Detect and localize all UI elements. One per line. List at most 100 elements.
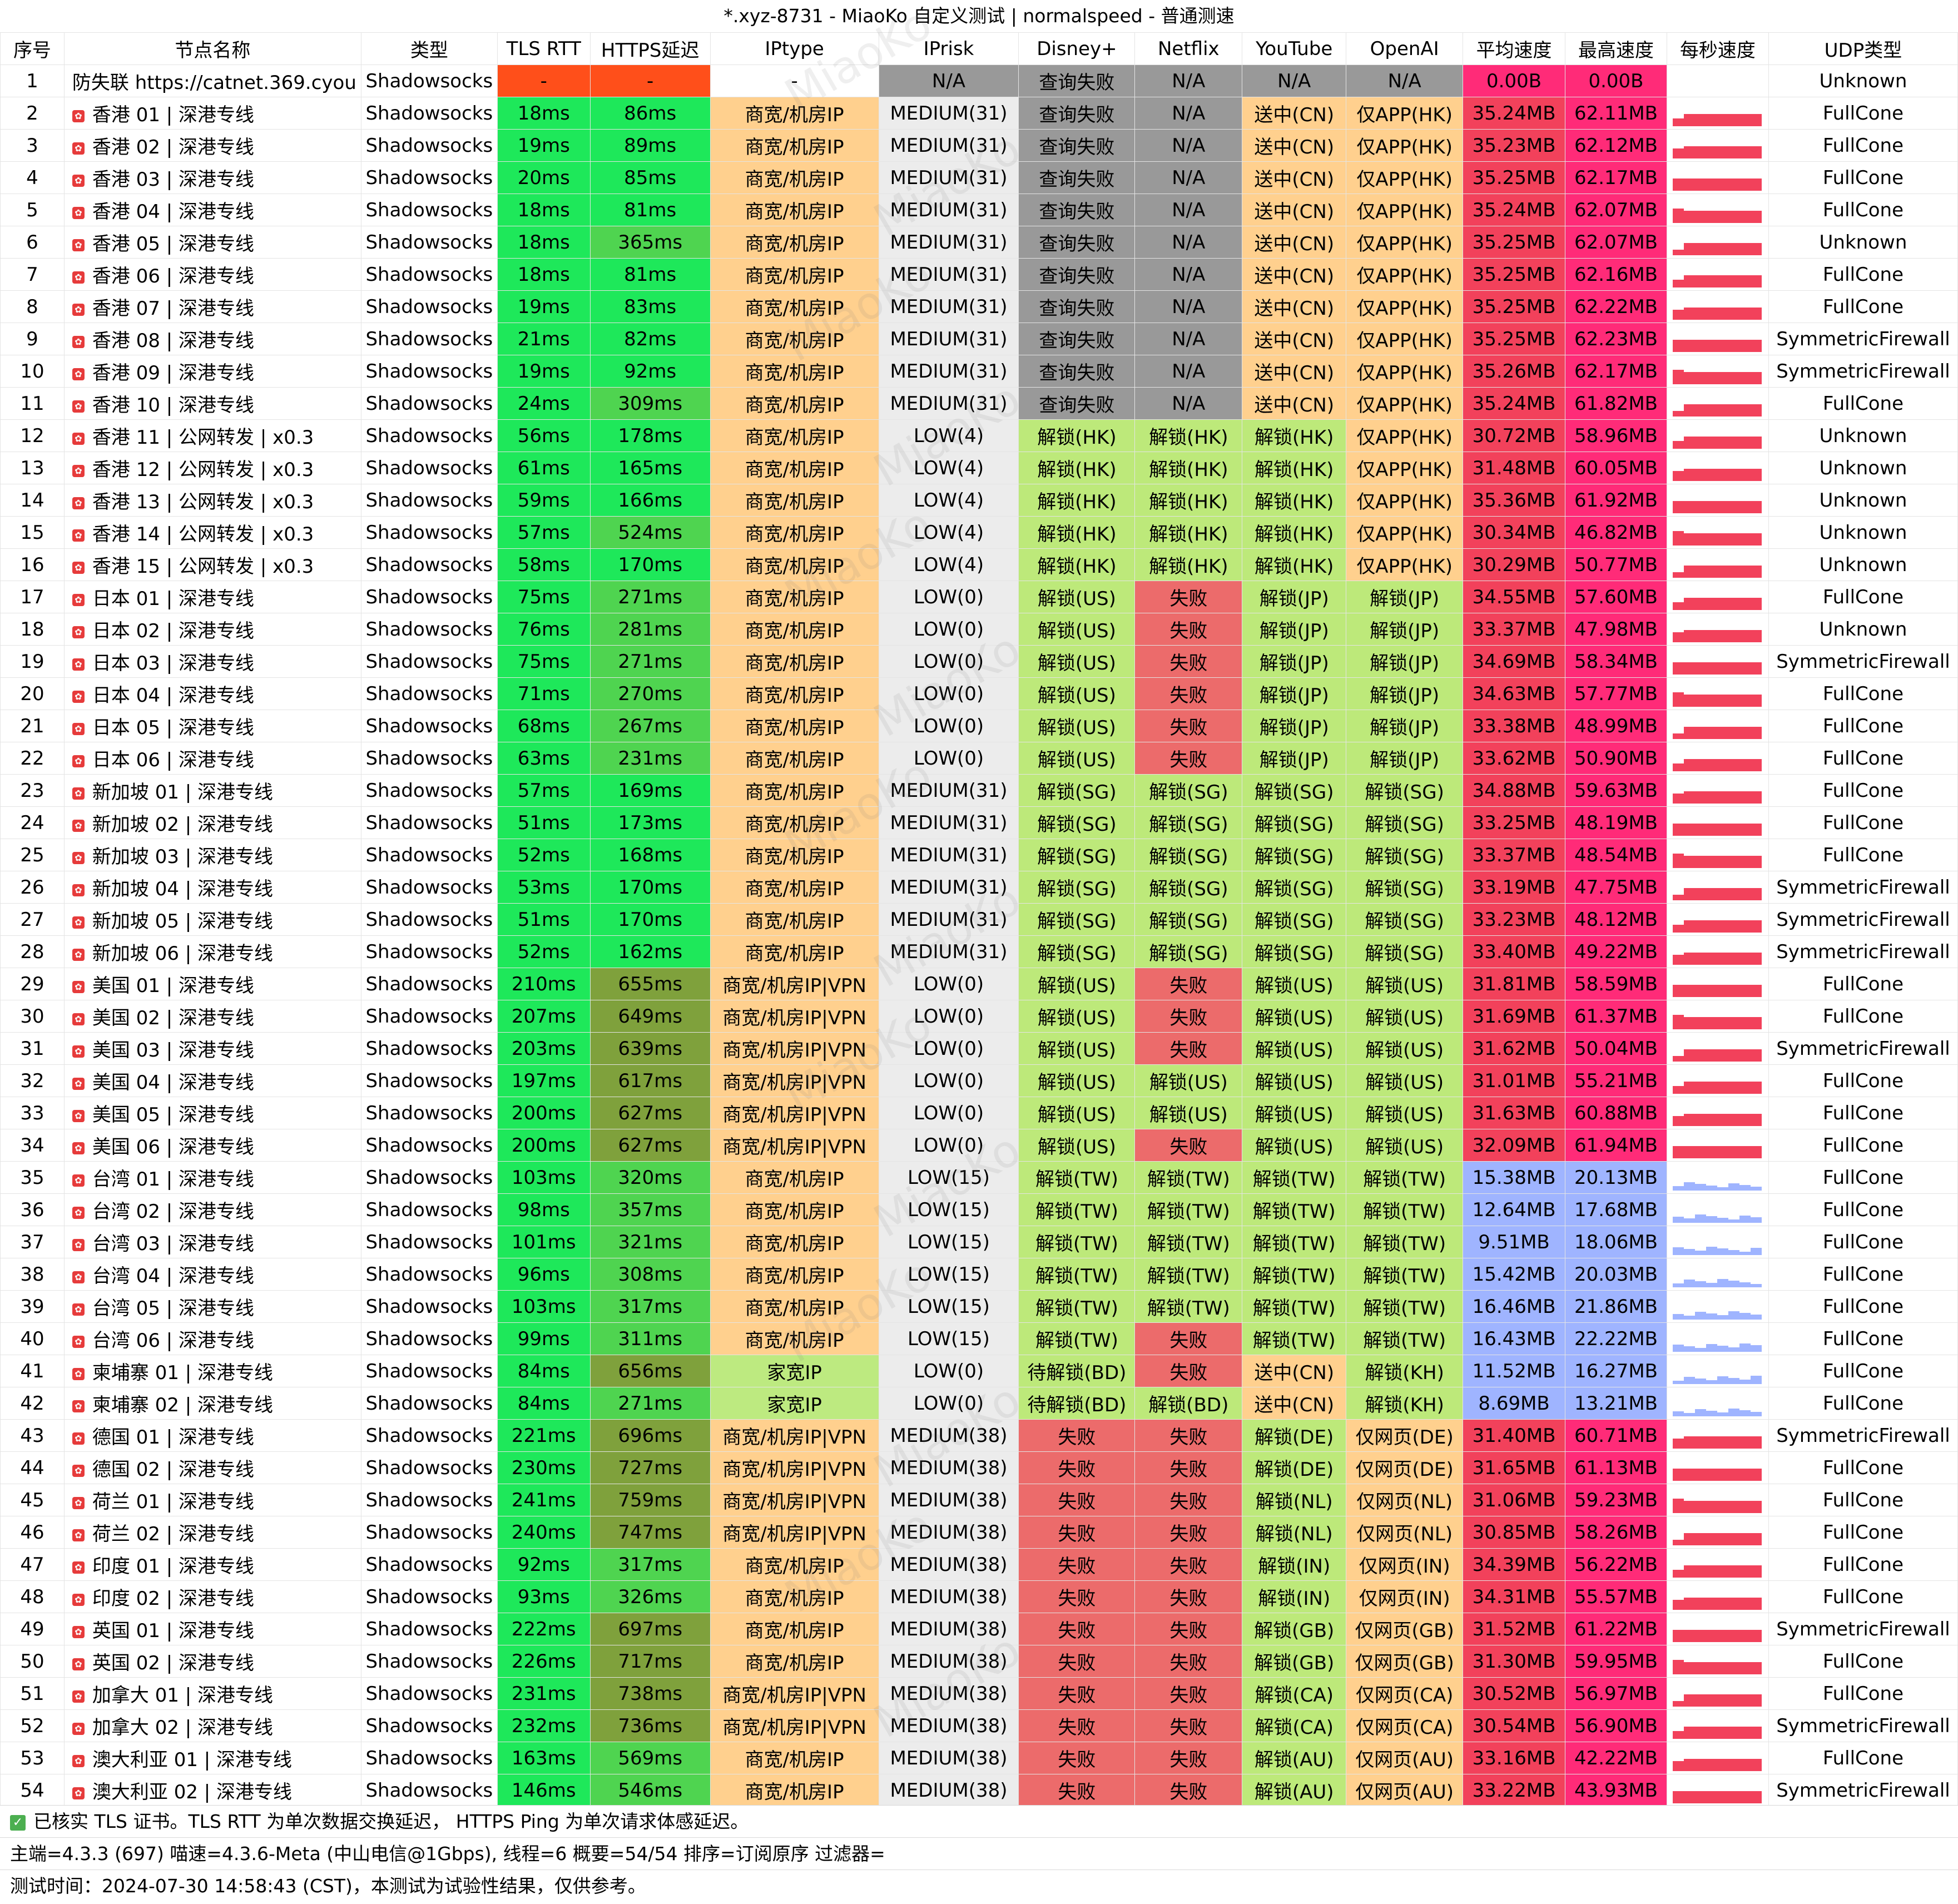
header-youtube[interactable]: YouTube [1242,32,1347,65]
sparkline-bar [1750,1217,1762,1223]
table-row[interactable]: 25 ✿ 新加坡 03 | 深港专线 Shadowsocks 52ms 168ms 商宽/机… [0,839,1958,871]
table-row[interactable]: 29 ✿ 美国 01 | 深港专线 Shadowsocks 210ms 655ms 商宽/机… [0,968,1958,1000]
table-row[interactable]: 2 ✿ 香港 01 | 深港专线 Shadowsocks 18ms 86ms 商宽/机房IP… [0,97,1958,130]
table-row[interactable]: 23 ✿ 新加坡 01 | 深港专线 Shadowsocks 57ms 169ms 商宽/机… [0,774,1958,807]
header-per-second-speed[interactable]: 每秒速度 [1666,32,1769,65]
cell-type: Shadowsocks [360,1032,498,1065]
table-row[interactable]: 8 ✿ 香港 07 | 深港专线 Shadowsocks 19ms 83ms 商宽/机房IP… [0,290,1958,323]
table-row[interactable]: 48 ✿ 印度 02 | 深港专线 Shadowsocks 93ms 326ms 商宽/机房… [0,1580,1958,1613]
table-row[interactable]: 18 ✿ 日本 02 | 深港专线 Shadowsocks 76ms 281ms 商宽/机房… [0,613,1958,646]
sparkline-bar [1694,1146,1706,1158]
sparkline-bar [1728,210,1739,223]
table-row[interactable]: 20 ✿ 日本 04 | 深港专线 Shadowsocks 71ms 270ms 商宽/机房… [0,677,1958,710]
table-row[interactable]: 11 ✿ 香港 10 | 深港专线 Shadowsocks 24ms 309ms 商宽/机房… [0,387,1958,420]
sparkline-bar [1672,1700,1684,1707]
table-row[interactable]: 21 ✿ 日本 05 | 深港专线 Shadowsocks 68ms 267ms 商宽/机房… [0,710,1958,742]
table-row[interactable]: 37 ✿ 台湾 03 | 深港专线 Shadowsocks 101ms 321ms 商宽/机… [0,1226,1958,1258]
sparkline-bar [1739,952,1751,965]
sparkline-bar [1694,242,1706,255]
cell-max-speed: 50.90MB [1565,742,1667,775]
sparkline-bar [1717,629,1728,642]
table-row[interactable]: 38 ✿ 台湾 04 | 深港专线 Shadowsocks 96ms 308ms 商宽/机房… [0,1258,1958,1291]
table-row[interactable]: 4 ✿ 香港 03 | 深港专线 Shadowsocks 20ms 85ms 商宽/机房IP… [0,161,1958,194]
sparkline-bar [1672,1539,1684,1545]
cell-iprisk: LOW(0) [878,1129,1019,1162]
table-row[interactable]: 46 ✿ 荷兰 02 | 深港专线 Shadowsocks 240ms 747ms 商宽/机… [0,1516,1958,1549]
table-row[interactable]: 28 ✿ 新加坡 06 | 深港专线 Shadowsocks 52ms 162ms 商宽/机… [0,935,1958,968]
table-row[interactable]: 34 ✿ 美国 06 | 深港专线 Shadowsocks 200ms 627ms 商宽/机… [0,1129,1958,1162]
cell-type: Shadowsocks [360,968,498,1000]
table-row[interactable]: 30 ✿ 美国 02 | 深港专线 Shadowsocks 207ms 649ms 商宽/机… [0,1000,1958,1033]
table-row[interactable]: 5 ✿ 香港 04 | 深港专线 Shadowsocks 18ms 81ms 商宽/机房IP… [0,194,1958,226]
cell-tls-rtt: 51ms [497,806,591,839]
table-row[interactable]: 10 ✿ 香港 09 | 深港专线 Shadowsocks 19ms 92ms 商宽/机房I… [0,355,1958,388]
table-row[interactable]: 3 ✿ 香港 02 | 深港专线 Shadowsocks 19ms 89ms 商宽/机房IP… [0,129,1958,162]
table-row[interactable]: 9 ✿ 香港 08 | 深港专线 Shadowsocks 21ms 82ms 商宽/机房IP… [0,323,1958,355]
table-row[interactable]: 41 ✿ 柬埔寨 01 | 深港专线 Shadowsocks 84ms 656ms 家宽IP… [0,1355,1958,1387]
node-name-text: 新加坡 05 | 深港专线 [92,910,274,933]
cell-disney: 查询失败 [1018,226,1136,259]
sparkline-bar [1717,1597,1728,1610]
header-avg-speed[interactable]: 平均速度 [1463,32,1566,65]
table-row[interactable]: 27 ✿ 新加坡 05 | 深港专线 Shadowsocks 51ms 170ms 商宽/机… [0,903,1958,936]
header-netflix[interactable]: Netflix [1134,32,1243,65]
cell-per-second-speed [1666,1129,1769,1162]
table-row[interactable]: 19 ✿ 日本 03 | 深港专线 Shadowsocks 75ms 271ms 商宽/机房… [0,645,1958,678]
cell-openai: 解锁(SG) [1346,903,1464,936]
table-row[interactable]: 32 ✿ 美国 04 | 深港专线 Shadowsocks 197ms 617ms 商宽/机… [0,1064,1958,1097]
table-row[interactable]: 17 ✿ 日本 01 | 深港专线 Shadowsocks 75ms 271ms 商宽/机房… [0,581,1958,613]
table-row[interactable]: 24 ✿ 新加坡 02 | 深港专线 Shadowsocks 51ms 173ms 商宽/机… [0,806,1958,839]
table-row[interactable]: 16 ✿ 香港 15 | 公网转发 | x0.3 Shadowsocks 58ms 170… [0,548,1958,581]
cell-avg-speed: 33.16MB [1463,1742,1566,1774]
sparkline-bar [1728,1250,1739,1255]
table-row[interactable]: 43 ✿ 德国 01 | 深港专线 Shadowsocks 221ms 696ms 商宽/机… [0,1419,1958,1452]
table-row[interactable]: 13 ✿ 香港 12 | 公网转发 | x0.3 Shadowsocks 61ms 165… [0,452,1958,484]
cell-https-latency: 656ms [589,1355,711,1387]
sparkline-bar [1706,1468,1717,1481]
table-row[interactable]: 12 ✿ 香港 11 | 公网转发 | x0.3 Shadowsocks 56ms 178… [0,419,1958,452]
header-node-name[interactable]: 节点名称 [63,32,361,65]
header-openai[interactable]: OpenAI [1346,32,1464,65]
header-max-speed[interactable]: 最高速度 [1565,32,1667,65]
header-udp-type[interactable]: UDP类型 [1768,32,1958,65]
table-row[interactable]: 51 ✿ 加拿大 01 | 深港专线 Shadowsocks 231ms 738ms 商宽/… [0,1677,1958,1710]
header-index[interactable]: 序号 [0,32,65,65]
table-row[interactable]: 26 ✿ 新加坡 04 | 深港专线 Shadowsocks 53ms 170ms 商宽/机… [0,871,1958,904]
table-row[interactable]: 36 ✿ 台湾 02 | 深港专线 Shadowsocks 98ms 357ms 商宽/机房… [0,1193,1958,1226]
table-row[interactable]: 33 ✿ 美国 05 | 深港专线 Shadowsocks 200ms 627ms 商宽/机… [0,1097,1958,1129]
table-row[interactable]: 54 ✿ 澳大利亚 02 | 深港专线 Shadowsocks 146ms 546ms 商宽… [0,1774,1958,1807]
table-row[interactable]: 22 ✿ 日本 06 | 深港专线 Shadowsocks 63ms 231ms 商宽/机房… [0,742,1958,775]
table-row[interactable]: 44 ✿ 德国 02 | 深港专线 Shadowsocks 230ms 727ms 商宽/机… [0,1451,1958,1484]
header-https-latency[interactable]: HTTPS延迟 [589,32,711,65]
table-row[interactable]: 52 ✿ 加拿大 02 | 深港专线 Shadowsocks 232ms 736ms 商宽/… [0,1709,1958,1742]
table-row[interactable]: 53 ✿ 澳大利亚 01 | 深港专线 Shadowsocks 163ms 569ms 商宽… [0,1742,1958,1774]
flag-icon: ✿ [72,593,85,606]
cell-type: Shadowsocks [360,710,498,742]
table-row[interactable]: 1 防失联 https://catnet.369.cyou Shadowsocks -… [0,65,1958,97]
table-row[interactable]: 45 ✿ 荷兰 01 | 深港专线 Shadowsocks 241ms 759ms 商宽/机… [0,1484,1958,1516]
table-row[interactable]: 49 ✿ 英国 01 | 深港专线 Shadowsocks 222ms 697ms 商宽/机… [0,1613,1958,1645]
sparkline-bar [1717,1248,1728,1255]
table-row[interactable]: 40 ✿ 台湾 06 | 深港专线 Shadowsocks 99ms 311ms 商宽/机房… [0,1322,1958,1355]
table-row[interactable]: 6 ✿ 香港 05 | 深港专线 Shadowsocks 18ms 365ms 商宽/机房I… [0,226,1958,259]
node-name-text: 新加坡 03 | 深港专线 [92,846,274,868]
table-row[interactable]: 35 ✿ 台湾 01 | 深港专线 Shadowsocks 103ms 320ms 商宽/机… [0,1161,1958,1194]
cell-avg-speed: 34.69MB [1463,645,1566,678]
cell-index: 11 [0,387,65,420]
cell-max-speed: 43.93MB [1565,1774,1667,1807]
table-row[interactable]: 31 ✿ 美国 03 | 深港专线 Shadowsocks 203ms 639ms 商宽/机… [0,1032,1958,1065]
table-row[interactable]: 42 ✿ 柬埔寨 02 | 深港专线 Shadowsocks 84ms 271ms 家宽IP… [0,1387,1958,1420]
table-row[interactable]: 39 ✿ 台湾 05 | 深港专线 Shadowsocks 103ms 317ms 商宽/机… [0,1290,1958,1323]
header-type[interactable]: 类型 [360,32,498,65]
table-row[interactable]: 14 ✿ 香港 13 | 公网转发 | x0.3 Shadowsocks 59ms 166… [0,484,1958,517]
header-disney[interactable]: Disney+ [1018,32,1136,65]
header-iptype[interactable]: IPtype [710,32,879,65]
cell-https-latency: 326ms [589,1580,711,1613]
sparkline-bar [1750,1283,1762,1287]
table-row[interactable]: 50 ✿ 英国 02 | 深港专线 Shadowsocks 226ms 717ms 商宽/机… [0,1645,1958,1678]
table-row[interactable]: 15 ✿ 香港 14 | 公网转发 | x0.3 Shadowsocks 57ms 524… [0,516,1958,549]
table-row[interactable]: 7 ✿ 香港 06 | 深港专线 Shadowsocks 18ms 81ms 商宽/机房IP… [0,258,1958,291]
header-iprisk[interactable]: IPrisk [878,32,1019,65]
header-tls-rtt[interactable]: TLS RTT [497,32,591,65]
table-row[interactable]: 47 ✿ 印度 01 | 深港专线 Shadowsocks 92ms 317ms 商宽/机房… [0,1548,1958,1581]
